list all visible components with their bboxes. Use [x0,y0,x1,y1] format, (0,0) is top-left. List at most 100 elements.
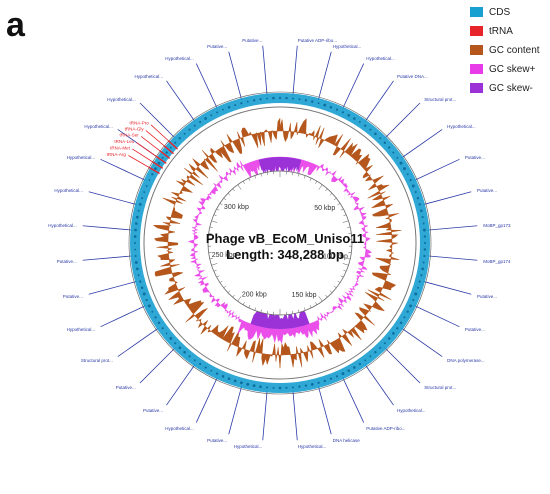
cds-feature [374,132,377,136]
legend-label: tRNA [489,25,513,37]
cds-feature [210,369,213,372]
gene-label-line [364,364,394,406]
gene-label: Structural prot... [424,97,456,102]
scale-label: 100 kbp [323,254,348,261]
cds-feature [233,379,237,383]
scale-tick [333,197,337,201]
cds-feature [329,105,333,109]
cds-feature [240,102,243,105]
cds-feature [317,102,320,105]
cds-feature [151,173,154,176]
legend-label: GC content [489,44,540,56]
cds-feature [399,321,403,325]
gene-label-line [422,191,472,206]
cds-feature [353,366,356,369]
scale-tick [343,269,347,272]
cds-feature [148,179,151,181]
cds-feature [135,215,139,219]
cds-feature [193,359,196,362]
cds-feature [154,167,157,171]
cds-feature [246,100,249,103]
cds-feature [174,342,177,345]
scale-tick [216,275,220,278]
gene-label-line [384,102,421,139]
legend-swatch [470,45,483,55]
gene-label: DNA polymerase... [447,358,485,363]
cds-feature [402,167,406,171]
cds-feature [221,375,225,378]
cds-feature [134,228,137,232]
cds-feature [423,254,426,258]
scale-tick [315,181,318,184]
scale-tick [223,285,227,289]
cds-feature [266,97,268,100]
legend: CDS tRNA GC content GC skew+ GC skew- [470,4,548,99]
cds-feature [422,261,425,264]
trna-label: tRNA-Leu [114,139,134,144]
scale-tick [254,175,256,179]
cds-feature [369,128,372,131]
gene-label-line [166,80,196,122]
legend-swatch [470,7,483,17]
cds-feature [222,108,224,111]
cds-feature [252,99,256,102]
legend-label: GC skew+ [489,63,536,75]
cds-feature [364,124,367,127]
cds-feature [145,298,148,302]
cds-feature [358,121,361,123]
cds-feature [278,386,282,390]
trna-label-line [132,148,156,164]
scale-tick [347,226,351,228]
scale-tick [340,275,344,278]
scale-tick [333,285,337,289]
cds-feature [423,241,427,245]
gene-label: Hypothetical... [165,56,194,61]
gene-label: Putative... [57,259,77,264]
scale-tick [304,307,306,311]
cds-feature [353,117,356,120]
cds-feature [239,381,243,385]
cds-feature [374,351,377,354]
cds-feature [178,346,182,350]
scale-tick [223,197,227,201]
cds-feature [246,382,250,386]
scale-tick [219,280,223,283]
cds-feature [139,280,142,283]
gc-content-track [152,117,402,369]
gene-label-line [228,51,243,101]
panel-letter: a [6,6,25,44]
scale-tick [237,184,242,190]
cds-feature [298,385,301,388]
cds-feature [406,310,409,313]
cds-feature [183,132,186,135]
scale-tick [260,309,262,313]
gene-label: Hypothetical... [366,56,395,61]
cds-feature [134,254,137,258]
cds-feature [272,386,275,389]
trna-label: tRNA-Arg [107,152,127,157]
cds-feature [165,151,168,154]
cds-feature [383,141,387,145]
cds-feature [409,304,413,308]
scale-tick [219,203,223,206]
scale-tick [254,307,256,311]
cds-feature [396,156,399,159]
cds-feature [387,337,391,340]
gene-label: Hypothetical... [333,44,362,49]
cds-feature [278,96,282,100]
cds-feature [335,108,339,111]
cds-feature [154,316,157,319]
gene-label-line [317,51,332,101]
cds-feature [285,96,288,100]
gene-label-line [262,45,268,96]
gene-label-line [292,390,298,441]
cds-feature [199,120,202,124]
map-title: Phage vB_EcoM_Uniso11 [205,231,365,246]
cds-feature [311,100,314,103]
trna-feature [163,145,174,155]
cds-feature [347,369,350,372]
cds-feature [418,280,421,283]
gene-label-line [117,327,159,357]
cds-feature [137,209,140,212]
gene-label: Putative... [63,294,83,299]
